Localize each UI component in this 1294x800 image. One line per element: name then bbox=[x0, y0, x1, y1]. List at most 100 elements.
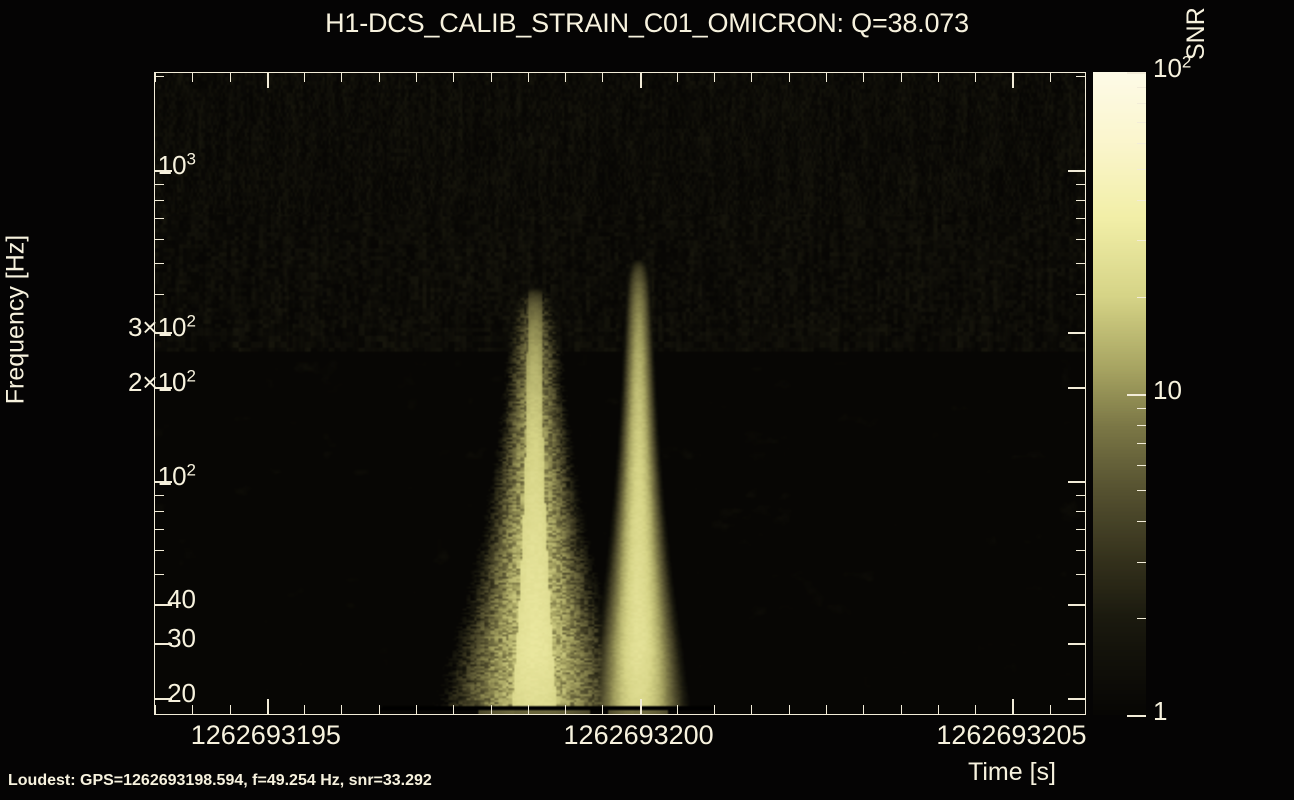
y-tick-right bbox=[1076, 495, 1085, 496]
x-tick-top bbox=[677, 73, 678, 82]
y-tick-right bbox=[1068, 643, 1085, 645]
x-tick bbox=[155, 705, 156, 714]
y-tick-right bbox=[1076, 239, 1085, 240]
y-tick-right bbox=[1076, 511, 1085, 512]
y-tick bbox=[155, 495, 164, 496]
y-tick-label: 20 bbox=[167, 678, 196, 708]
colorbar-tick bbox=[1137, 87, 1146, 88]
colorbar[interactable] bbox=[1093, 72, 1146, 717]
colorbar-tick-label: 10 bbox=[1153, 375, 1182, 405]
x-tick bbox=[751, 705, 752, 714]
spectrogram-canvas bbox=[155, 73, 1085, 714]
x-tick bbox=[826, 705, 827, 714]
colorbar-tick bbox=[1127, 715, 1146, 717]
x-tick bbox=[863, 705, 864, 714]
x-tick bbox=[789, 705, 790, 714]
x-tick-top bbox=[453, 73, 454, 82]
colorbar-tick bbox=[1137, 240, 1146, 241]
y-tick bbox=[155, 643, 172, 645]
y-tick-right bbox=[1076, 218, 1085, 219]
colorbar-tick bbox=[1137, 200, 1146, 201]
colorbar-tick bbox=[1137, 618, 1146, 619]
y-tick bbox=[155, 263, 164, 264]
x-axis-title: Time [s] bbox=[968, 758, 1056, 786]
x-tick-top bbox=[192, 73, 193, 82]
x-tick-top bbox=[714, 73, 715, 82]
y-tick bbox=[155, 218, 164, 219]
y-tick-right bbox=[1076, 574, 1085, 575]
y-tick-right bbox=[1068, 332, 1085, 334]
x-tick-top bbox=[1050, 73, 1051, 82]
y-tick-label: 30 bbox=[167, 623, 196, 653]
x-tick-top bbox=[938, 73, 939, 82]
y-tick-right bbox=[1076, 76, 1085, 77]
colorbar-tick bbox=[1137, 521, 1146, 522]
colorbar-tick bbox=[1137, 297, 1146, 298]
colorbar-title: SNR bbox=[1182, 7, 1210, 60]
x-tick-top bbox=[230, 73, 231, 82]
x-tick bbox=[714, 705, 715, 714]
x-tick bbox=[230, 705, 231, 714]
x-tick-top bbox=[267, 73, 269, 88]
x-tick bbox=[267, 699, 269, 714]
y-tick-right bbox=[1076, 263, 1085, 264]
y-tick-right bbox=[1068, 170, 1085, 172]
x-tick-top bbox=[565, 73, 566, 82]
x-tick bbox=[938, 705, 939, 714]
colorbar-tick-label: 1 bbox=[1153, 696, 1168, 726]
spectrogram-plot[interactable] bbox=[154, 72, 1086, 715]
y-tick-label: 3×102 bbox=[127, 311, 196, 342]
y-tick bbox=[155, 170, 172, 172]
x-tick bbox=[341, 705, 342, 714]
x-tick-top bbox=[341, 73, 342, 82]
x-tick bbox=[528, 705, 529, 714]
x-tick bbox=[975, 705, 976, 714]
y-tick bbox=[155, 200, 164, 201]
x-tick-label: 1262693200 bbox=[563, 720, 714, 750]
colorbar-tick bbox=[1137, 143, 1146, 144]
x-tick-label: 1262693205 bbox=[936, 720, 1087, 750]
colorbar-tick bbox=[1137, 169, 1146, 170]
y-tick bbox=[155, 529, 164, 530]
colorbar-tick bbox=[1137, 103, 1146, 104]
x-tick bbox=[602, 705, 603, 714]
y-tick bbox=[155, 550, 164, 551]
colorbar-tick-label: 102 bbox=[1153, 52, 1192, 83]
x-tick-top bbox=[751, 73, 752, 82]
y-tick bbox=[155, 332, 172, 334]
x-tick-top bbox=[155, 73, 156, 82]
x-tick-top bbox=[789, 73, 790, 82]
colorbar-tick bbox=[1137, 562, 1146, 563]
x-tick bbox=[565, 705, 566, 714]
x-tick-top bbox=[602, 73, 603, 82]
x-tick bbox=[1012, 699, 1014, 714]
y-tick bbox=[155, 239, 164, 240]
x-tick-top bbox=[863, 73, 864, 82]
colorbar-tick bbox=[1137, 490, 1146, 491]
x-tick bbox=[491, 705, 492, 714]
y-tick bbox=[155, 604, 172, 606]
x-tick-top bbox=[304, 73, 305, 82]
colorbar-gradient bbox=[1093, 72, 1146, 715]
y-tick-right bbox=[1076, 294, 1085, 295]
colorbar-tick bbox=[1127, 72, 1146, 74]
y-tick bbox=[155, 387, 172, 389]
y-tick-right bbox=[1068, 698, 1085, 700]
y-tick-right bbox=[1068, 481, 1085, 483]
x-tick-top bbox=[640, 73, 642, 88]
x-tick-label: 1262693195 bbox=[190, 720, 341, 750]
y-tick-label: 2×102 bbox=[127, 366, 196, 397]
y-tick bbox=[155, 481, 172, 483]
y-tick-label: 40 bbox=[167, 584, 196, 614]
y-tick-right bbox=[1076, 184, 1085, 185]
x-tick-top bbox=[901, 73, 902, 82]
y-tick bbox=[155, 294, 164, 295]
y-tick bbox=[155, 184, 164, 185]
y-tick-right bbox=[1068, 604, 1085, 606]
y-axis-title: Frequency [Hz] bbox=[1, 234, 30, 405]
x-tick-top bbox=[826, 73, 827, 82]
x-tick-top bbox=[416, 73, 417, 82]
y-tick bbox=[155, 698, 172, 700]
colorbar-tick bbox=[1137, 122, 1146, 123]
